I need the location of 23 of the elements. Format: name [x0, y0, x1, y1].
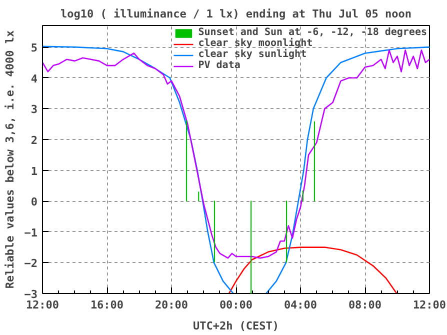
legend-label: clear sky sunlight	[198, 49, 307, 60]
y-tick-label: 0	[30, 196, 38, 209]
y-tick-label: −3	[24, 288, 38, 301]
y-tick-label: −1	[24, 226, 38, 240]
legend-label: clear sky moonlight	[198, 38, 313, 49]
y-axis-title: Reliable values below 3,6, i.e. 4000 lx	[3, 30, 16, 289]
x-tick-label: 12:00	[412, 298, 446, 312]
y-tick-label: 4	[30, 72, 38, 86]
x-tick-label: 16:00	[90, 298, 124, 312]
y-tick-label: −2	[24, 257, 38, 270]
x-tick-label: 00:00	[219, 298, 253, 312]
x-tick-label: 08:00	[348, 298, 382, 312]
x-tick-label: 20:00	[154, 298, 188, 312]
legend-label: Sunset and Sun at -6, -12, -18 degrees	[198, 27, 427, 38]
y-tick-label: 1	[30, 164, 38, 178]
x-tick-label: 12:00	[26, 298, 60, 312]
x-axis-title: UTC+2h (CEST)	[192, 320, 280, 332]
y-tick-label: 3	[30, 103, 38, 116]
chart-title: log10 ( illuminance / 1 lx) ending at Thu Jul 05 noon	[60, 8, 412, 20]
x-tick-label: 04:00	[284, 298, 318, 312]
legend-label: PV data	[198, 60, 240, 71]
y-tick-label: 2	[30, 134, 38, 147]
y-tick-label: 5	[30, 42, 38, 55]
